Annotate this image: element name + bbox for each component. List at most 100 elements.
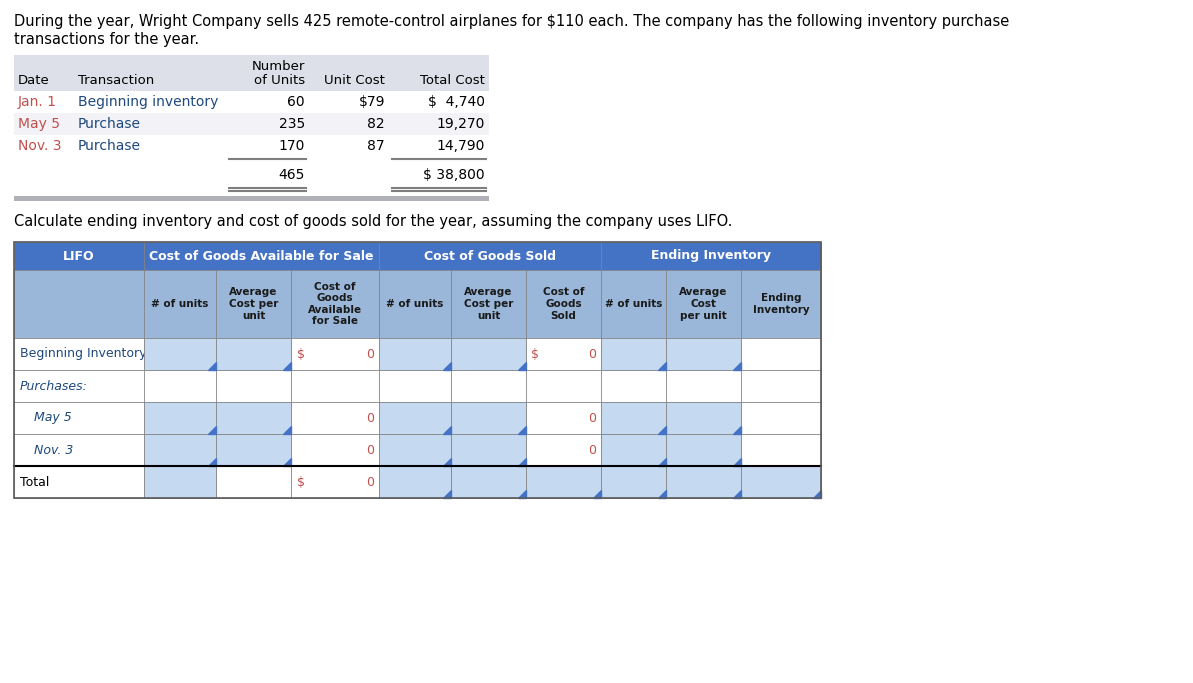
Bar (144, 370, 216, 402)
Polygon shape (518, 490, 526, 498)
Bar (291, 338, 379, 370)
Bar (216, 370, 291, 402)
Text: 0: 0 (588, 348, 596, 361)
Bar (291, 466, 379, 498)
Bar (666, 402, 741, 434)
Text: Beginning inventory: Beginning inventory (78, 95, 218, 109)
Bar (451, 402, 526, 434)
Bar (451, 466, 526, 498)
Text: $: $ (531, 348, 539, 361)
Text: Purchase: Purchase (78, 139, 141, 153)
Bar (601, 370, 666, 402)
Polygon shape (733, 362, 741, 370)
Bar (526, 338, 601, 370)
Bar (291, 402, 379, 434)
Bar (451, 370, 526, 402)
Bar (144, 402, 216, 434)
Bar (14, 135, 489, 157)
Text: Average
Cost per
unit: Average Cost per unit (464, 288, 513, 320)
Bar (144, 270, 216, 338)
Text: 14,790: 14,790 (437, 139, 486, 153)
Bar (666, 370, 741, 402)
Bar (144, 434, 216, 466)
Text: Number: Number (252, 60, 305, 73)
Text: Cost of
Goods
Sold: Cost of Goods Sold (543, 288, 585, 320)
Text: May 5: May 5 (18, 117, 60, 131)
Polygon shape (518, 426, 526, 434)
Bar (379, 466, 451, 498)
Bar (379, 370, 451, 402)
Text: 82: 82 (367, 117, 385, 131)
Bar (14, 338, 144, 370)
Bar (144, 402, 216, 434)
Bar (741, 370, 821, 402)
Text: Total Cost: Total Cost (420, 74, 486, 87)
Text: 0: 0 (588, 411, 596, 425)
Text: # of units: # of units (605, 299, 662, 309)
Bar (451, 338, 526, 370)
Text: 0: 0 (366, 443, 373, 456)
Bar (666, 338, 741, 370)
Bar (144, 466, 216, 498)
Polygon shape (518, 458, 526, 466)
Text: Date: Date (18, 74, 50, 87)
Bar (14, 113, 489, 135)
Polygon shape (283, 362, 291, 370)
Bar (526, 466, 601, 498)
Bar (379, 338, 451, 370)
Bar (601, 402, 666, 434)
Bar (14, 434, 821, 466)
Bar (666, 402, 741, 434)
Bar (14, 55, 489, 91)
Text: 60: 60 (288, 95, 305, 109)
Polygon shape (812, 490, 821, 498)
Bar (666, 466, 741, 498)
Bar (379, 434, 451, 466)
Polygon shape (443, 490, 451, 498)
Bar (216, 338, 291, 370)
Bar (144, 242, 379, 270)
Text: Purchase: Purchase (78, 117, 141, 131)
Bar (216, 338, 291, 370)
Text: $: $ (297, 475, 305, 488)
Polygon shape (733, 490, 741, 498)
Text: Transaction: Transaction (78, 74, 154, 87)
Bar (601, 434, 666, 466)
Bar (144, 338, 216, 370)
Bar (666, 434, 741, 466)
Bar (379, 402, 451, 434)
Bar (144, 466, 216, 498)
Polygon shape (443, 458, 451, 466)
Text: # of units: # of units (387, 299, 444, 309)
Polygon shape (733, 458, 741, 466)
Bar (666, 434, 741, 466)
Text: Total: Total (20, 475, 49, 488)
Bar (741, 434, 821, 466)
Bar (379, 434, 451, 466)
Text: Average
Cost per
unit: Average Cost per unit (229, 288, 278, 320)
Bar (451, 270, 526, 338)
Text: During the year, Wright Company sells 425 remote-control airplanes for $110 each: During the year, Wright Company sells 42… (14, 14, 1009, 29)
Text: $: $ (456, 443, 464, 456)
Bar (451, 466, 526, 498)
Bar (14, 242, 144, 270)
Polygon shape (659, 426, 666, 434)
Bar (601, 466, 666, 498)
Text: 465: 465 (279, 168, 305, 182)
Bar (144, 434, 216, 466)
Bar (14, 370, 821, 402)
Bar (14, 370, 144, 402)
Bar (741, 466, 821, 498)
Bar (14, 466, 144, 498)
Text: 87: 87 (367, 139, 385, 153)
Polygon shape (659, 362, 666, 370)
Text: # of units: # of units (152, 299, 209, 309)
Text: Nov. 3: Nov. 3 (33, 443, 74, 456)
Text: 0: 0 (366, 348, 373, 361)
Bar (741, 270, 821, 338)
Text: 0: 0 (472, 443, 481, 456)
Bar (601, 270, 666, 338)
Text: Ending Inventory: Ending Inventory (651, 249, 771, 262)
Bar (14, 270, 144, 338)
Bar (14, 338, 821, 370)
